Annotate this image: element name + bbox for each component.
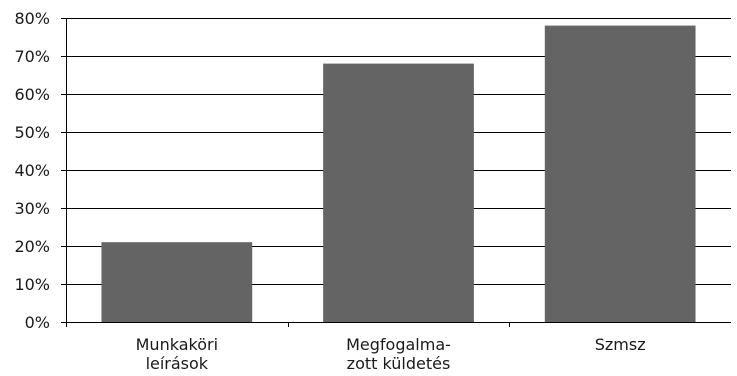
x-axis-tick-labels: Munkaköri leírások Megfogalma-zott küldeté…	[136, 335, 646, 373]
bars	[101, 25, 696, 322]
y-tick-label: 30%	[14, 199, 50, 218]
bar	[101, 242, 253, 322]
y-tick-label: 80%	[14, 9, 50, 28]
bar	[323, 63, 474, 322]
y-tick-label: 50%	[14, 123, 50, 142]
y-tick-label: 40%	[14, 161, 50, 180]
y-tick-label: 70%	[14, 47, 50, 66]
y-tick-label: 10%	[14, 275, 50, 294]
y-tick-label: 20%	[14, 237, 50, 256]
y-axis-tick-labels: 0% 10% 20% 30% 40% 50% 60% 70% 80%	[14, 9, 50, 332]
x-tick-label: Munkaköri leírások	[136, 335, 218, 373]
x-tick-label: Megfogalma-zott küldetés	[346, 335, 451, 373]
y-tick-label: 0%	[25, 313, 50, 332]
bar	[544, 25, 696, 322]
x-axis	[61, 18, 731, 327]
y-tick-label: 60%	[14, 85, 50, 104]
x-tick-label: Szmsz	[595, 335, 646, 354]
